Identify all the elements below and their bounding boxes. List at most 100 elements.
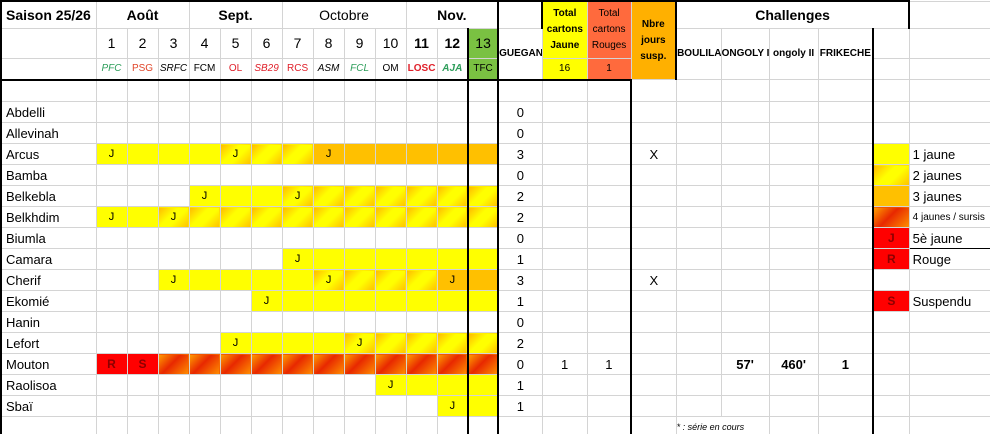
- cell[interactable]: [188, 416, 221, 434]
- challenge-value[interactable]: [720, 332, 770, 354]
- match-cell[interactable]: [312, 227, 345, 249]
- susp-days[interactable]: [586, 374, 633, 396]
- match-cell[interactable]: [281, 101, 314, 123]
- yellow-total[interactable]: 2: [497, 206, 543, 228]
- cell[interactable]: [541, 78, 588, 102]
- cell[interactable]: [817, 416, 875, 434]
- match-number-13[interactable]: 13: [467, 27, 500, 59]
- challenge-value[interactable]: [675, 185, 722, 207]
- match-cell[interactable]: [436, 353, 469, 375]
- match-cell[interactable]: [126, 332, 159, 354]
- match-cell[interactable]: J: [343, 332, 376, 354]
- cell[interactable]: [405, 416, 438, 434]
- yellow-total[interactable]: 1: [497, 395, 543, 417]
- match-cell[interactable]: [219, 206, 252, 228]
- match-cell[interactable]: [219, 374, 252, 396]
- opponent-asm[interactable]: ASM: [312, 57, 345, 80]
- challenge-value[interactable]: [720, 374, 770, 396]
- challenge-value[interactable]: [630, 206, 677, 228]
- match-cell[interactable]: [374, 311, 407, 333]
- match-cell[interactable]: [219, 248, 252, 270]
- match-cell[interactable]: [250, 227, 283, 249]
- cell[interactable]: [872, 101, 910, 123]
- match-cell[interactable]: [467, 353, 500, 375]
- match-cell[interactable]: J: [157, 269, 190, 291]
- cell[interactable]: [872, 416, 910, 434]
- match-cell[interactable]: [126, 269, 159, 291]
- match-cell[interactable]: [436, 143, 469, 165]
- match-cell[interactable]: [312, 374, 345, 396]
- susp-days[interactable]: [586, 290, 633, 312]
- red-total[interactable]: [541, 143, 588, 165]
- match-number-5[interactable]: 5: [219, 27, 252, 59]
- match-cell[interactable]: [95, 269, 128, 291]
- match-number-8[interactable]: 8: [312, 27, 345, 59]
- match-cell[interactable]: [374, 164, 407, 186]
- challenge-value[interactable]: [768, 332, 819, 354]
- match-cell[interactable]: [95, 374, 128, 396]
- susp-days[interactable]: [586, 206, 633, 228]
- match-cell[interactable]: [281, 395, 314, 417]
- yellow-total[interactable]: 1: [497, 290, 543, 312]
- month-header[interactable]: Nov.: [405, 0, 499, 29]
- match-number-2[interactable]: 2: [126, 27, 159, 59]
- match-cell[interactable]: [467, 206, 500, 228]
- challenge-value[interactable]: [630, 227, 677, 249]
- match-number-11[interactable]: 11: [405, 27, 438, 59]
- match-cell[interactable]: [467, 374, 500, 396]
- match-cell[interactable]: [157, 122, 190, 144]
- match-cell[interactable]: [188, 311, 221, 333]
- season-title[interactable]: Saison 25/26: [0, 0, 97, 29]
- yellow-total[interactable]: 1: [497, 374, 543, 396]
- match-cell[interactable]: [374, 227, 407, 249]
- susp-days[interactable]: [586, 395, 633, 417]
- opponent-fcm[interactable]: FCM: [188, 57, 221, 80]
- yellow-total[interactable]: 0: [497, 164, 543, 186]
- total-red-sum[interactable]: 1: [586, 57, 632, 80]
- susp-days[interactable]: [586, 164, 633, 186]
- match-cell[interactable]: [188, 206, 221, 228]
- match-cell[interactable]: [95, 332, 128, 354]
- total-yellow-sum[interactable]: 16: [541, 57, 588, 80]
- yellow-total[interactable]: 3: [497, 269, 543, 291]
- match-cell[interactable]: [219, 122, 252, 144]
- match-cell[interactable]: [374, 269, 407, 291]
- challenge-header[interactable]: FRIKECHE: [817, 27, 875, 80]
- match-cell[interactable]: [467, 122, 500, 144]
- match-cell[interactable]: [188, 290, 221, 312]
- match-cell[interactable]: [312, 290, 345, 312]
- match-cell[interactable]: [188, 374, 221, 396]
- match-cell[interactable]: [374, 206, 407, 228]
- cell[interactable]: [908, 416, 990, 434]
- challenge-value[interactable]: [817, 374, 875, 396]
- match-cell[interactable]: [219, 101, 252, 123]
- cell[interactable]: [343, 416, 376, 434]
- cell[interactable]: [374, 416, 407, 434]
- challenge-value[interactable]: [720, 290, 770, 312]
- match-cell[interactable]: [467, 290, 500, 312]
- match-cell[interactable]: [374, 143, 407, 165]
- challenge-value[interactable]: [720, 227, 770, 249]
- cell[interactable]: [126, 78, 159, 102]
- cell[interactable]: [872, 332, 910, 354]
- match-cell[interactable]: [126, 185, 159, 207]
- match-cell[interactable]: [436, 122, 469, 144]
- challenge-value[interactable]: [768, 395, 819, 417]
- match-cell[interactable]: [250, 269, 283, 291]
- challenge-value[interactable]: [720, 248, 770, 270]
- match-cell[interactable]: [405, 311, 438, 333]
- challenge-value[interactable]: 460': [768, 353, 819, 375]
- challenge-value[interactable]: [675, 269, 722, 291]
- match-cell[interactable]: J: [374, 374, 407, 396]
- susp-days[interactable]: [586, 185, 633, 207]
- match-cell[interactable]: [343, 353, 376, 375]
- challenge-value[interactable]: 1: [817, 353, 875, 375]
- match-cell[interactable]: [281, 269, 314, 291]
- total-red-header[interactable]: Total cartons Rouges: [586, 0, 632, 59]
- match-cell[interactable]: [312, 248, 345, 270]
- match-cell[interactable]: [126, 374, 159, 396]
- match-cell[interactable]: [126, 395, 159, 417]
- match-cell[interactable]: [343, 101, 376, 123]
- challenge-value[interactable]: [675, 164, 722, 186]
- month-header[interactable]: Octobre: [281, 0, 407, 29]
